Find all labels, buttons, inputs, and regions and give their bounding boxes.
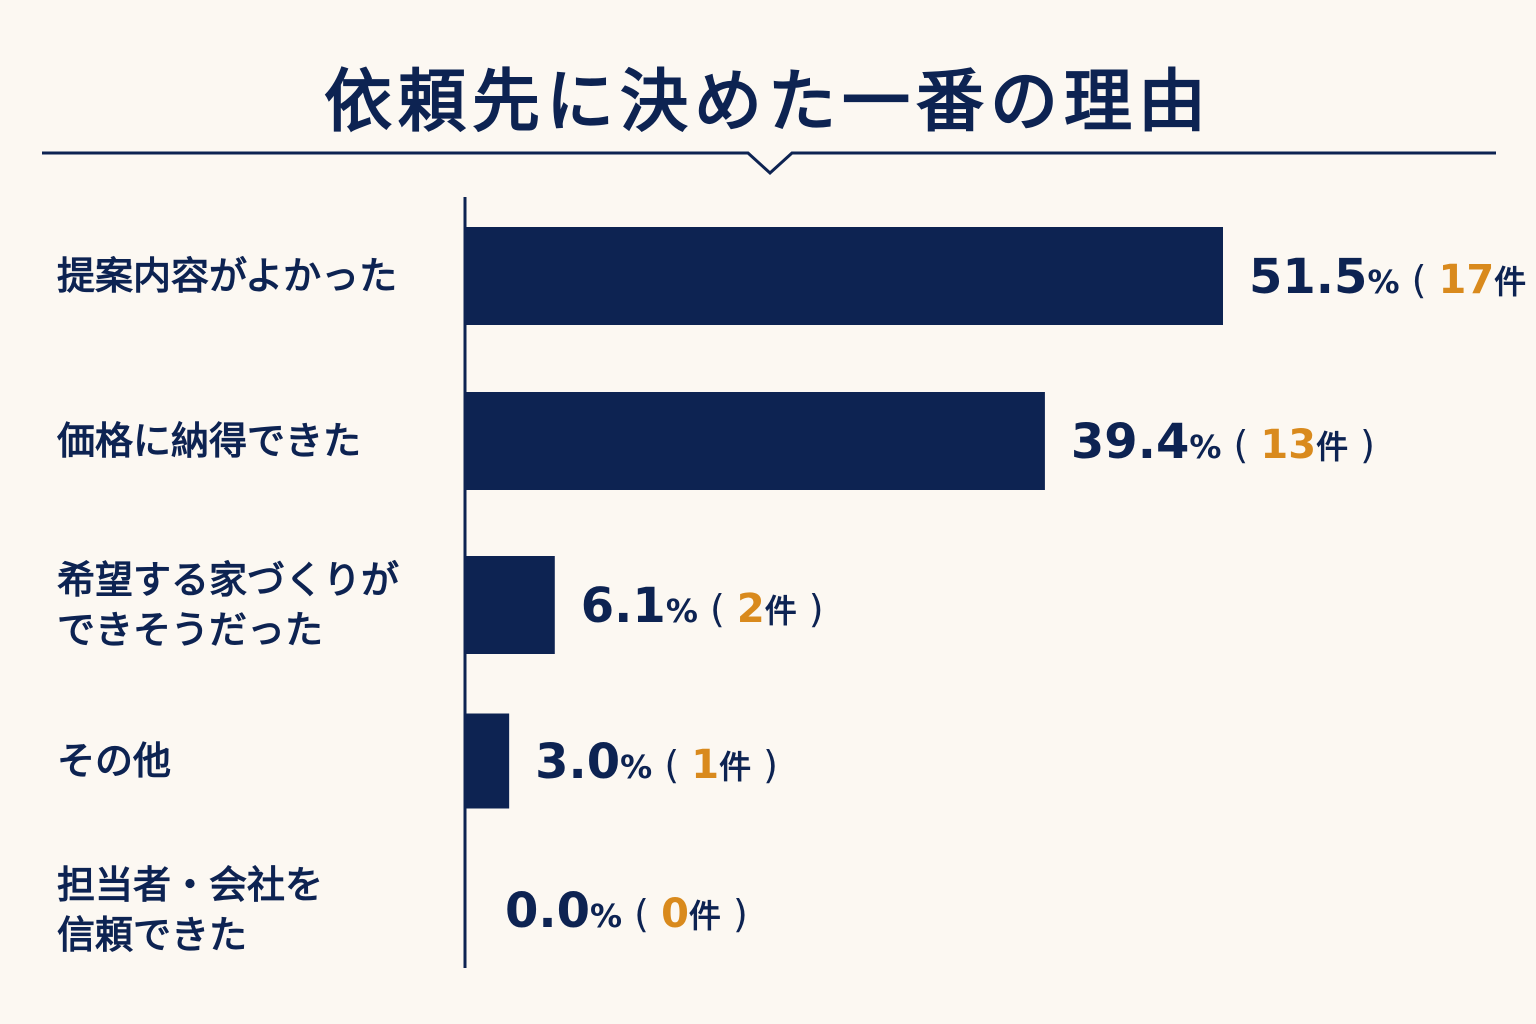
value-number: 6.1 bbox=[581, 578, 666, 634]
paren-open: ( bbox=[622, 892, 661, 936]
percent-sign: % bbox=[1189, 428, 1221, 466]
count-value: 17 bbox=[1438, 257, 1494, 303]
count-unit: 件 bbox=[689, 897, 721, 935]
bar bbox=[465, 556, 555, 654]
value-label: 6.1% ( 2件 ) bbox=[581, 578, 824, 634]
count-value: 13 bbox=[1260, 422, 1316, 468]
category-label: その他 bbox=[57, 739, 171, 783]
count-value: 0 bbox=[661, 891, 689, 937]
value-number: 3.0 bbox=[535, 734, 620, 790]
chart-title: 依頼先に決めた一番の理由 bbox=[323, 63, 1212, 142]
paren-open: ( bbox=[652, 743, 691, 787]
paren-open: ( bbox=[698, 587, 737, 631]
paren-close: ) bbox=[721, 892, 748, 936]
paren-open: ( bbox=[1400, 258, 1439, 302]
value-number: 51.5 bbox=[1249, 249, 1367, 305]
category-label: 提案内容がよかった bbox=[57, 254, 397, 298]
paren-close: ) bbox=[1348, 423, 1375, 467]
count-value: 1 bbox=[691, 742, 719, 788]
bar bbox=[465, 713, 510, 809]
category-label: 希望する家づくりが bbox=[57, 558, 399, 602]
value-number: 0.0 bbox=[505, 883, 590, 939]
count-unit: 件 bbox=[1316, 428, 1348, 466]
value-label: 0.0% ( 0件 ) bbox=[505, 883, 748, 939]
count-unit: 件 bbox=[1494, 263, 1526, 301]
value-label: 51.5% ( 17件 ) bbox=[1249, 249, 1536, 305]
category-label: 価格に納得できた bbox=[56, 419, 361, 463]
value-label: 39.4% ( 13件 ) bbox=[1071, 414, 1375, 470]
paren-close: ) bbox=[751, 743, 778, 787]
bar bbox=[465, 227, 1223, 325]
category-label: 担当者・会社を bbox=[57, 863, 323, 907]
paren-close: ) bbox=[797, 587, 824, 631]
category-label: できそうだった bbox=[57, 608, 323, 652]
paren-close: ) bbox=[1526, 258, 1536, 302]
count-unit: 件 bbox=[765, 592, 797, 630]
category-label: 信頼できた bbox=[57, 913, 247, 957]
percent-sign: % bbox=[620, 748, 652, 786]
percent-sign: % bbox=[590, 897, 622, 935]
percent-sign: % bbox=[666, 592, 698, 630]
bar bbox=[465, 392, 1045, 490]
title-divider bbox=[42, 151, 1496, 176]
count-unit: 件 bbox=[719, 748, 751, 786]
count-value: 2 bbox=[737, 586, 765, 632]
value-label: 3.0% ( 1件 ) bbox=[535, 734, 778, 790]
value-number: 39.4 bbox=[1071, 414, 1189, 470]
paren-open: ( bbox=[1221, 423, 1260, 467]
percent-sign: % bbox=[1367, 263, 1399, 301]
